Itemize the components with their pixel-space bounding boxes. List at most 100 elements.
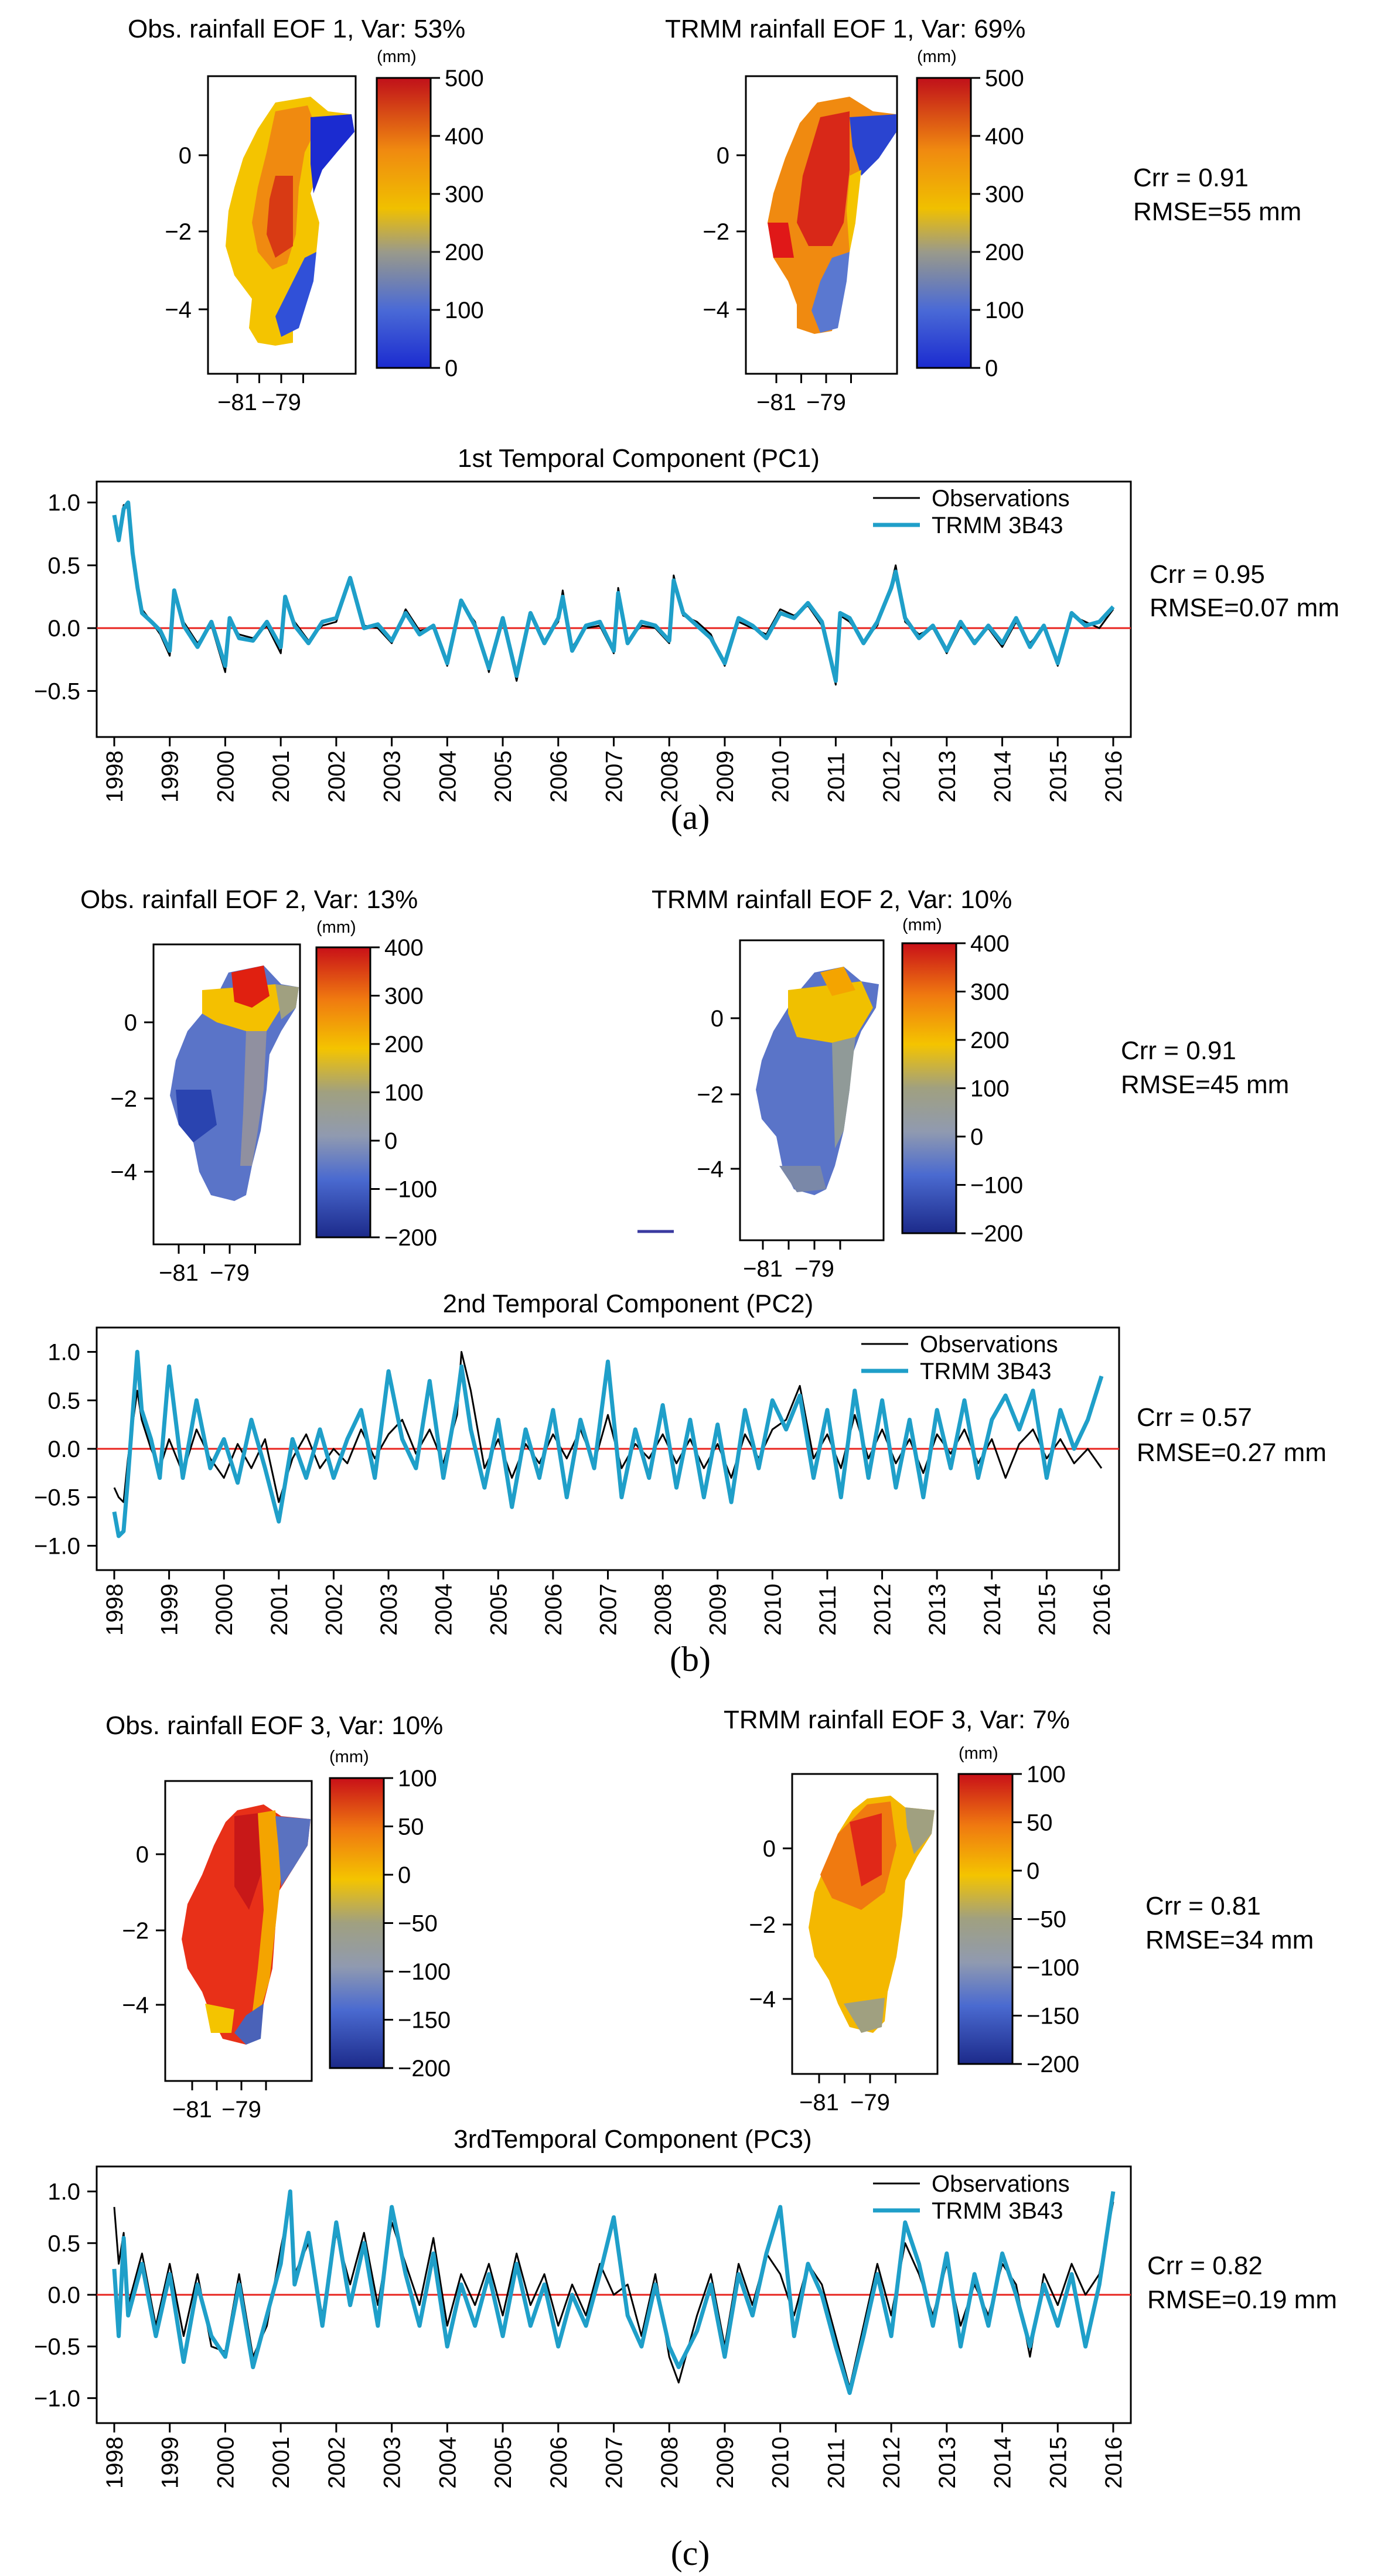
x-tick-label: 2015 [1045, 750, 1071, 803]
map-frame-trmm-eof1 [745, 75, 898, 375]
x-tick-label: 1999 [158, 750, 183, 803]
map-xaxis-obs-eof3: −81 −79 [172, 2081, 267, 2123]
y-tick-label: −1.0 [34, 2386, 80, 2411]
x-tick-label: 2001 [267, 1584, 292, 1636]
colorbar-tick-label: 200 [985, 240, 1024, 265]
x-tick-label: 2013 [935, 2437, 960, 2489]
colorbar-tick-label: 0 [384, 1128, 397, 1154]
map-unit-trmm-eof1: (mm) [917, 47, 957, 66]
map-region-obs-eof3 [182, 1804, 311, 2045]
x-tick-label: 2016 [1089, 1584, 1115, 1636]
colorbar-ticks-trmm-eof2: 400 300 200 100 0 −100 −200 [956, 931, 1023, 1247]
x-tick-label: 2013 [935, 750, 960, 803]
x-tick-label: 2005 [486, 1584, 512, 1636]
y-tick-label: −0.5 [34, 1485, 80, 1511]
map-title-trmm-eof1: TRMM rainfall EOF 1, Var: 69% [665, 15, 1025, 43]
pc3-title: 3rdTemporal Component (PC3) [453, 2125, 811, 2154]
map-unit-obs-eof3: (mm) [329, 1748, 369, 1766]
x-tick-label: 1999 [157, 1584, 183, 1636]
x-tick-label: 2007 [596, 1584, 622, 1636]
map-ytick-label: −2 [165, 219, 192, 245]
panel-c-maps: Obs. rainfall EOF 3, Var: 10% TRMM rainf… [105, 1705, 1314, 2123]
map-xaxis-trmm-eof3: −81 −79 [799, 2074, 896, 2116]
map-ytick-label: 0 [179, 143, 192, 169]
legend-label: Observations [920, 1332, 1058, 1357]
pc3-stat-rmse: RMSE=0.19 mm [1147, 2285, 1337, 2314]
y-tick-label: 0.5 [47, 553, 80, 579]
map-xtick-label: −79 [210, 1260, 250, 1286]
x-tick-label: 2009 [705, 1584, 731, 1636]
y-tick-label: 0.5 [47, 2231, 80, 2257]
colorbar-tick-label: −150 [1027, 2004, 1079, 2029]
map-frame-trmm-eof2 [739, 939, 885, 1241]
panel-b-maps: Obs. rainfall EOF 2, Var: 13% TRMM rainf… [80, 885, 1289, 1286]
series-line-trmm [112, 1350, 1104, 1538]
x-tick-label: 2008 [657, 2437, 683, 2489]
x-tick-label: 2000 [213, 750, 238, 803]
colorbar-tick-label: 400 [384, 935, 424, 961]
map-title-trmm-eof2: TRMM rainfall EOF 2, Var: 10% [652, 885, 1012, 914]
map-xtick-label: −79 [221, 2097, 261, 2123]
colorbar-tick-label: 100 [985, 298, 1024, 323]
colorbar-ticks-obs-eof2: 400 300 200 100 0 −100 −200 [370, 935, 437, 1251]
colorbar-tick-label: 100 [445, 298, 484, 323]
x-tick-label: 2010 [768, 2437, 794, 2489]
pc1-stat-rmse: RMSE=0.07 mm [1150, 593, 1339, 622]
map-title-obs-eof1: Obs. rainfall EOF 1, Var: 53% [128, 15, 465, 43]
map-unit-obs-eof1: (mm) [377, 47, 417, 66]
colorbar-tick-label: 300 [970, 980, 1010, 1005]
y-tick-label: 1.0 [47, 1340, 80, 1366]
colorbar-ticks-trmm-eof3: 100 50 0 −50 −100 −150 −200 [1012, 1762, 1079, 2077]
x-tick-label: 1998 [102, 1584, 128, 1636]
y-tick-label: 0.0 [47, 616, 80, 642]
x-tick-label: 2003 [380, 2437, 405, 2489]
pc1-chart: 1.0 0.5 0.0 −0.5 1998 1999 2000 2001 2002 2003 200… [34, 480, 1132, 803]
x-tick-label: 2002 [324, 2437, 350, 2489]
x-tick-label: 2004 [435, 750, 461, 803]
x-tick-label: 2012 [879, 750, 905, 803]
colorbar-tick-label: 200 [384, 1032, 424, 1057]
legend-label: Observations [932, 486, 1070, 511]
x-tick-label: 2016 [1101, 2437, 1127, 2489]
y-tick-label: 1.0 [47, 2179, 80, 2205]
x-tick-label: 1998 [102, 750, 128, 803]
map-xtick-label: −81 [159, 1260, 199, 1286]
map-ytick-label: −4 [749, 1987, 776, 2012]
colorbar-tick-label: 400 [445, 124, 484, 149]
map-ytick-label: −2 [697, 1082, 724, 1108]
x-tick-label: 2002 [324, 750, 350, 803]
x-tick-label: 2004 [431, 1584, 457, 1636]
y-tick-label: 0.5 [47, 1388, 80, 1414]
colorbar-tick-label: 300 [985, 182, 1024, 207]
x-tick-label: 2003 [380, 750, 405, 803]
x-tick-label: 2000 [213, 2437, 238, 2489]
colorbar-tick-label: 100 [398, 1766, 437, 1792]
map-stat-crr-c: Crr = 0.81 [1145, 1892, 1261, 1920]
colorbar-tick-label: 300 [384, 984, 424, 1009]
colorbar-trmm-eof1 [916, 77, 972, 369]
x-tick-label: 2004 [435, 2437, 461, 2489]
map-xtick-label: −79 [806, 390, 846, 415]
x-tick-label: 2015 [1045, 2437, 1071, 2489]
y-tick-label: −0.5 [34, 2334, 80, 2360]
map-region-trmm-eof3 [809, 1796, 935, 2033]
x-tick-label: 2008 [657, 750, 683, 803]
colorbar-ticks-trmm-eof1: 500 400 300 200 100 0 [971, 66, 1024, 381]
map-xtick-label: −81 [756, 390, 796, 415]
colorbar-ticks-obs-eof1: 500 400 300 200 100 0 [431, 66, 484, 381]
map-title-trmm-eof3: TRMM rainfall EOF 3, Var: 7% [724, 1705, 1070, 1734]
colorbar-tick-label: 400 [985, 124, 1024, 149]
map-yaxis-trmm-eof2: 0 −2 −4 [697, 1006, 740, 1182]
colorbar-tick-label: −100 [970, 1173, 1023, 1199]
pc3-stat-crr: Crr = 0.82 [1147, 2251, 1263, 2280]
colorbar-tick-label: 300 [445, 182, 484, 207]
map-xtick-label: −81 [217, 390, 257, 415]
map-title-obs-eof3: Obs. rainfall EOF 3, Var: 10% [105, 1711, 443, 1740]
x-tick-label: 2008 [650, 1584, 676, 1636]
pc1-title: 1st Temporal Component (PC1) [458, 444, 820, 473]
colorbar-tick-label: −200 [384, 1225, 437, 1251]
map-yaxis-obs-eof1: 0 −2 −4 [165, 143, 208, 323]
colorbar-tick-label: −50 [398, 1911, 438, 1937]
x-tick-label: 2011 [823, 2438, 849, 2489]
